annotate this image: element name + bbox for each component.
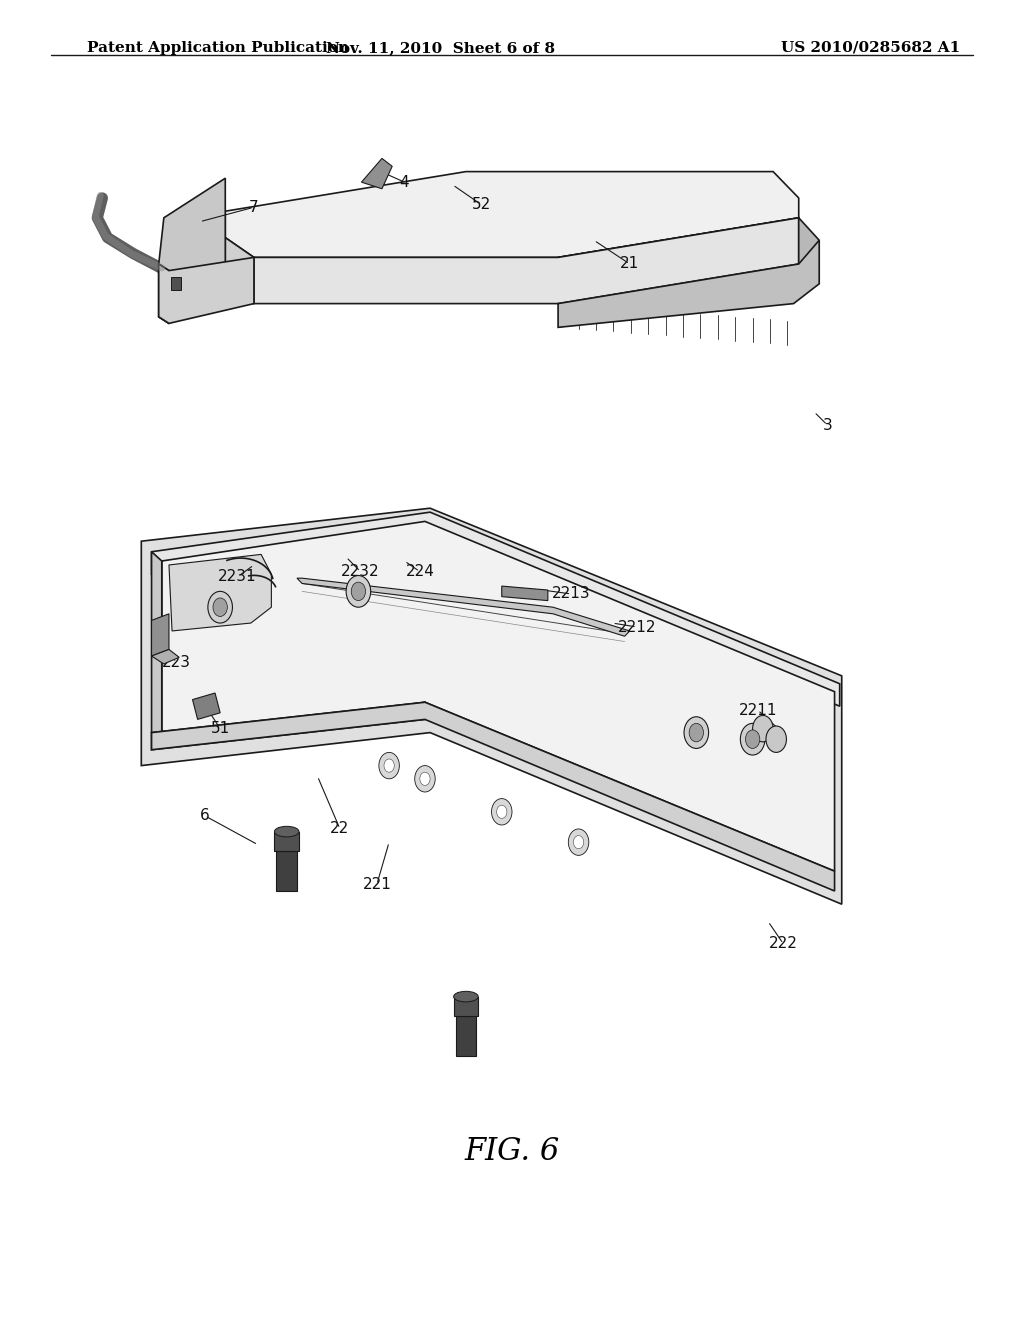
Text: 2231: 2231 <box>218 569 257 585</box>
Polygon shape <box>558 240 819 327</box>
Polygon shape <box>159 264 169 323</box>
Circle shape <box>568 829 589 855</box>
Polygon shape <box>152 702 835 891</box>
Polygon shape <box>361 158 392 189</box>
Circle shape <box>208 591 232 623</box>
Circle shape <box>384 759 394 772</box>
Polygon shape <box>152 552 162 742</box>
Circle shape <box>689 723 703 742</box>
Circle shape <box>492 799 512 825</box>
Text: US 2010/0285682 A1: US 2010/0285682 A1 <box>780 41 961 55</box>
Ellipse shape <box>454 991 478 1002</box>
Circle shape <box>684 717 709 748</box>
Text: 52: 52 <box>472 197 490 213</box>
Circle shape <box>213 598 227 616</box>
Text: 51: 51 <box>211 721 229 737</box>
Polygon shape <box>799 218 819 284</box>
Text: 22: 22 <box>331 821 349 837</box>
Text: 2211: 2211 <box>738 702 777 718</box>
Circle shape <box>766 726 786 752</box>
Polygon shape <box>274 832 299 851</box>
Text: 222: 222 <box>769 936 798 952</box>
Text: 2213: 2213 <box>552 586 591 602</box>
Text: Nov. 11, 2010  Sheet 6 of 8: Nov. 11, 2010 Sheet 6 of 8 <box>326 41 555 55</box>
Polygon shape <box>159 178 225 323</box>
Text: 2212: 2212 <box>617 619 656 635</box>
Polygon shape <box>276 851 297 891</box>
Polygon shape <box>162 521 835 871</box>
Text: 2232: 2232 <box>341 564 380 579</box>
Circle shape <box>379 752 399 779</box>
Polygon shape <box>152 702 425 750</box>
Polygon shape <box>558 218 799 304</box>
Circle shape <box>753 715 773 742</box>
Text: 221: 221 <box>362 876 391 892</box>
Circle shape <box>497 805 507 818</box>
Polygon shape <box>152 649 179 664</box>
Circle shape <box>745 730 760 748</box>
Circle shape <box>420 772 430 785</box>
Circle shape <box>346 576 371 607</box>
Circle shape <box>415 766 435 792</box>
Text: 224: 224 <box>406 564 434 579</box>
Text: 21: 21 <box>621 256 639 272</box>
Text: 6: 6 <box>200 808 210 824</box>
Polygon shape <box>152 614 169 656</box>
Polygon shape <box>225 238 254 304</box>
Text: 3: 3 <box>822 417 833 433</box>
Polygon shape <box>456 1016 476 1056</box>
Text: Patent Application Publication: Patent Application Publication <box>87 41 349 55</box>
Text: FIG. 6: FIG. 6 <box>464 1135 560 1167</box>
Polygon shape <box>171 277 181 290</box>
Polygon shape <box>225 172 799 257</box>
Ellipse shape <box>274 826 299 837</box>
Circle shape <box>740 723 765 755</box>
Circle shape <box>351 582 366 601</box>
Polygon shape <box>297 578 630 636</box>
Polygon shape <box>502 586 548 601</box>
Polygon shape <box>141 508 842 904</box>
Polygon shape <box>152 512 840 706</box>
Text: 4: 4 <box>399 174 410 190</box>
Polygon shape <box>254 218 799 304</box>
Text: 223: 223 <box>162 655 190 671</box>
Polygon shape <box>169 554 271 631</box>
Circle shape <box>573 836 584 849</box>
Polygon shape <box>454 997 478 1016</box>
Polygon shape <box>159 257 254 323</box>
Polygon shape <box>193 693 220 719</box>
Text: 7: 7 <box>249 199 259 215</box>
